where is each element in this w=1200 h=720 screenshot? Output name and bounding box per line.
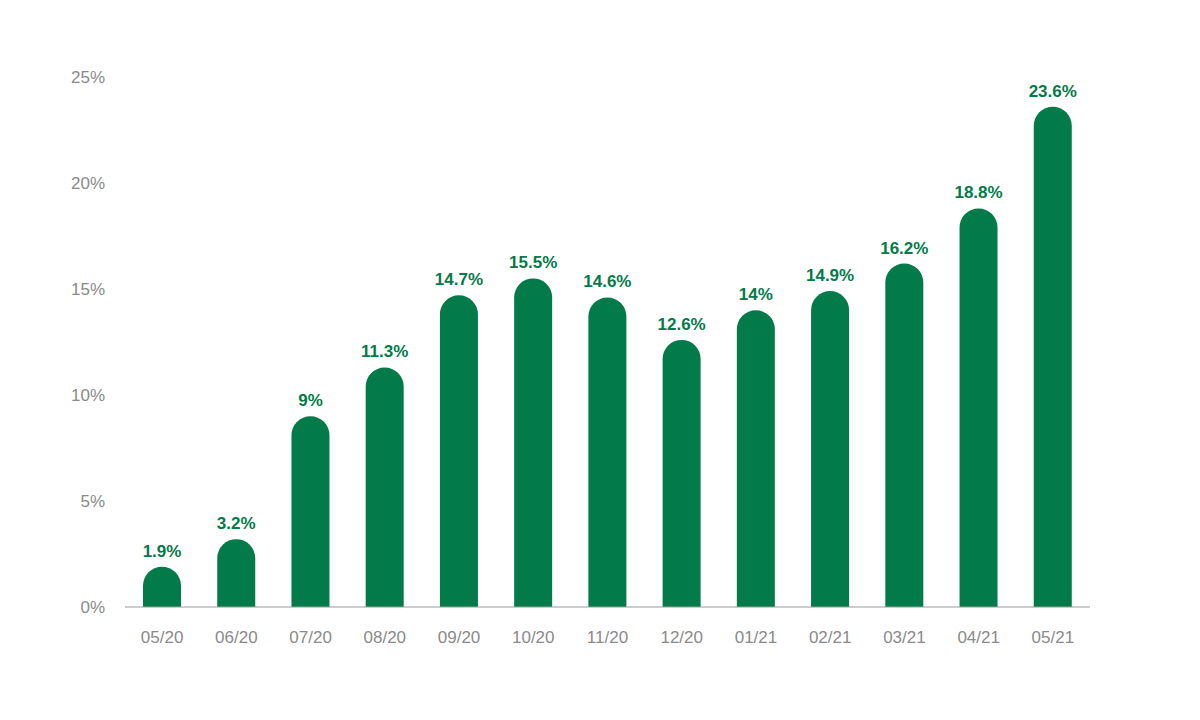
svg-text:23.6%: 23.6% — [1029, 82, 1077, 101]
svg-text:10%: 10% — [71, 386, 105, 405]
svg-text:15.5%: 15.5% — [509, 253, 557, 272]
svg-text:09/20: 09/20 — [438, 628, 481, 647]
svg-text:12/20: 12/20 — [660, 628, 703, 647]
svg-text:05/21: 05/21 — [1032, 628, 1075, 647]
svg-text:9%: 9% — [298, 391, 323, 410]
svg-text:0%: 0% — [80, 598, 105, 617]
svg-text:18.8%: 18.8% — [954, 183, 1002, 202]
svg-text:11.3%: 11.3% — [361, 342, 408, 361]
svg-text:25%: 25% — [71, 68, 105, 87]
svg-text:10/20: 10/20 — [512, 628, 555, 647]
svg-text:3.2%: 3.2% — [217, 514, 256, 533]
svg-text:06/20: 06/20 — [215, 628, 258, 647]
svg-text:14.9%: 14.9% — [806, 266, 854, 285]
svg-text:1.9%: 1.9% — [143, 542, 182, 561]
svg-text:20%: 20% — [71, 174, 105, 193]
svg-text:11/20: 11/20 — [587, 628, 628, 647]
svg-text:14%: 14% — [739, 285, 773, 304]
svg-text:15%: 15% — [71, 280, 105, 299]
svg-text:07/20: 07/20 — [289, 628, 332, 647]
svg-text:16.2%: 16.2% — [880, 239, 928, 258]
svg-text:01/21: 01/21 — [735, 628, 778, 647]
svg-text:14.6%: 14.6% — [583, 272, 631, 291]
svg-text:08/20: 08/20 — [364, 628, 407, 647]
svg-text:14.7%: 14.7% — [435, 270, 483, 289]
svg-text:12.6%: 12.6% — [658, 315, 706, 334]
svg-text:02/21: 02/21 — [809, 628, 852, 647]
svg-text:5%: 5% — [80, 492, 105, 511]
svg-text:03/21: 03/21 — [883, 628, 926, 647]
svg-text:04/21: 04/21 — [957, 628, 1000, 647]
svg-text:05/20: 05/20 — [141, 628, 184, 647]
